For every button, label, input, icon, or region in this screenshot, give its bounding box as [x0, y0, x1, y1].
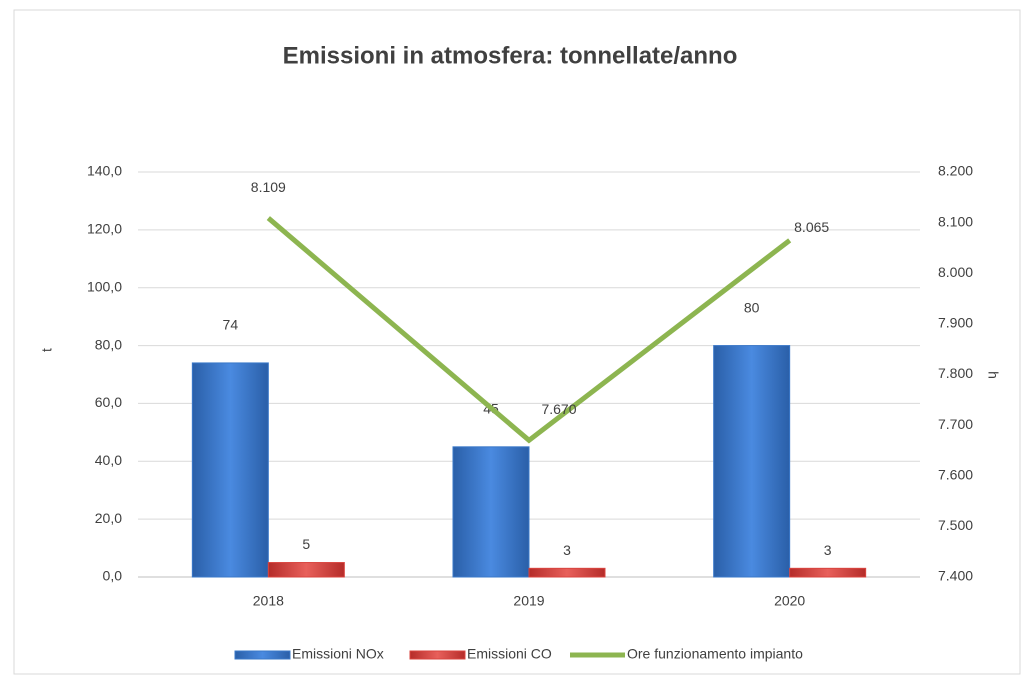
y-tick-label: 140,0: [87, 163, 122, 179]
data-label: 5: [302, 536, 310, 552]
y2-tick-label: 7.500: [938, 517, 973, 533]
legend-swatch: [409, 650, 466, 660]
y-tick-label: 120,0: [87, 221, 122, 237]
y2-tick-label: 8.200: [938, 163, 973, 179]
data-label: 8.065: [794, 219, 829, 235]
bar: [452, 446, 530, 578]
bar: [267, 562, 345, 578]
y2-tick-label: 7.800: [938, 365, 973, 381]
y2-tick-label: 8.000: [938, 264, 973, 280]
x-tick-label: 2020: [774, 593, 805, 609]
x-tick-label: 2019: [513, 593, 544, 609]
y2-tick-label: 7.400: [938, 568, 973, 584]
y2-axis-title: h: [985, 371, 1001, 379]
bar: [789, 567, 867, 578]
data-label: 3: [824, 542, 832, 558]
y-tick-label: 80,0: [95, 336, 122, 352]
data-label: 7.670: [541, 401, 576, 417]
y2-tick-label: 7.900: [938, 315, 973, 331]
bar: [713, 345, 791, 578]
legend-label: Emissioni NOx: [292, 646, 384, 662]
chart-title: Emissioni in atmosfera: tonnellate/anno: [283, 42, 738, 69]
y-tick-label: 20,0: [95, 510, 122, 526]
legend-swatch: [234, 650, 291, 660]
data-label: 80: [744, 299, 760, 315]
y-tick-label: 0,0: [103, 568, 123, 584]
y2-tick-label: 7.600: [938, 466, 973, 482]
y-tick-label: 40,0: [95, 452, 122, 468]
y2-tick-label: 8.100: [938, 213, 973, 229]
y2-tick-label: 7.700: [938, 416, 973, 432]
bar: [191, 362, 269, 578]
legend-label: Ore funzionamento impianto: [627, 646, 803, 662]
y-axis-title: t: [39, 348, 55, 352]
legend-label: Emissioni CO: [467, 646, 552, 662]
data-label: 74: [223, 317, 239, 333]
x-tick-label: 2018: [253, 593, 284, 609]
bar: [528, 567, 606, 578]
data-label: 8.109: [251, 179, 286, 195]
y-tick-label: 100,0: [87, 278, 122, 294]
line-series: [266, 216, 792, 444]
y-tick-label: 60,0: [95, 394, 122, 410]
data-label: 3: [563, 542, 571, 558]
